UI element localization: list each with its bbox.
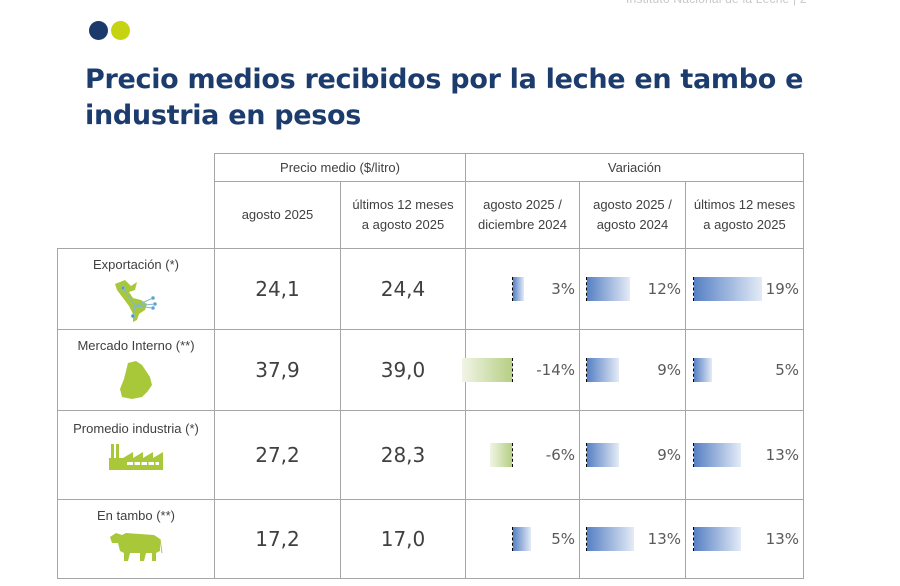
col-header-line: diciembre 2024 — [478, 217, 567, 232]
row-label: Promedio industria (*) — [73, 421, 199, 436]
col-header-line: agosto 2025 / — [483, 197, 562, 212]
row-label-cell: Mercado Interno (**) — [57, 329, 215, 411]
row-label-cell: En tambo (**) — [57, 499, 215, 579]
row-label: Exportación (*) — [93, 257, 179, 272]
variation-cell: 13% — [685, 410, 804, 500]
variation-percent: 13% — [765, 530, 799, 548]
variation-percent: -6% — [545, 446, 575, 464]
price-table: Precio medio ($/litro) Variación agosto … — [57, 153, 804, 579]
col-header-line: últimos 12 meses — [693, 197, 796, 212]
positive-data-bar — [693, 277, 763, 301]
positive-data-bar — [512, 277, 524, 301]
variation-cell: 3% — [465, 248, 580, 330]
group-header-variation: Variación — [465, 153, 804, 182]
variation-cell: 5% — [465, 499, 580, 579]
variation-percent: 13% — [647, 530, 681, 548]
variation-percent: 9% — [657, 446, 681, 464]
empty-corner-cell — [57, 153, 215, 249]
variation-percent: 9% — [657, 361, 681, 379]
variation-cell: 13% — [685, 499, 804, 579]
col-header-line: a agosto 2025 — [361, 217, 445, 232]
positive-data-bar — [512, 527, 531, 551]
col-header-var-12m: últimos 12 meses a agosto 2025 — [685, 181, 804, 249]
logo-dot-navy — [89, 21, 108, 40]
positive-data-bar — [586, 358, 620, 382]
factory-icon — [109, 444, 163, 470]
table-row: Promedio industria (*) 27,2 28,3 -6% 9% … — [57, 410, 804, 500]
price-aug2025: 17,2 — [214, 499, 341, 579]
col-header-price-12m: últimos 12 meses a agosto 2025 — [340, 181, 466, 249]
variation-cell: -14% — [461, 329, 580, 411]
price-12m: 17,0 — [340, 499, 466, 579]
positive-data-bar — [693, 527, 741, 551]
col-header-line: agosto 2025 / — [593, 197, 672, 212]
row-label: En tambo (**) — [96, 508, 176, 523]
table-row: En tambo (**) 17,2 17,0 5% 13% 13% — [57, 499, 804, 579]
price-aug2025: 37,9 — [214, 329, 341, 411]
variation-percent: 5% — [775, 361, 799, 379]
uruguay-map-icon — [120, 361, 152, 399]
positive-data-bar — [693, 443, 741, 467]
page-title: Precio medios recibidos por la leche en … — [85, 64, 804, 131]
logo-dot-lime — [111, 21, 130, 40]
negative-data-bar — [490, 443, 513, 467]
col-header-line: a agosto 2025 — [703, 217, 786, 232]
variation-cell: 12% — [579, 248, 686, 330]
col-header-line: últimos 12 meses — [352, 197, 454, 212]
variation-percent: 5% — [551, 530, 575, 548]
table-row: Mercado Interno (**) 37,9 39,0 -14% 9% 5… — [57, 329, 804, 411]
organization-header-text: Instituto Nacional de la Leche | 2 — [626, 0, 807, 6]
variation-percent: 19% — [765, 280, 799, 298]
negative-data-bar — [461, 358, 513, 382]
price-12m: 24,4 — [340, 248, 466, 330]
variation-percent: -14% — [536, 361, 575, 379]
price-aug2025: 27,2 — [214, 410, 341, 500]
variation-cell: 9% — [579, 410, 686, 500]
cow-icon — [110, 533, 163, 561]
variation-percent: 3% — [551, 280, 575, 298]
row-label-cell: Exportación (*) — [57, 248, 215, 330]
variation-cell: 9% — [579, 329, 686, 411]
variation-percent: 12% — [647, 280, 681, 298]
col-header-line: agosto 2024 — [596, 217, 669, 232]
col-header-var-aug-dec: agosto 2025 / diciembre 2024 — [465, 181, 580, 249]
latin-america-map-icon — [115, 280, 157, 322]
table-row: Exportación (*) 24,1 24,4 3% 12% 19% — [57, 248, 804, 330]
price-12m: 28,3 — [340, 410, 466, 500]
price-aug2025: 24,1 — [214, 248, 341, 330]
positive-data-bar — [586, 527, 634, 551]
col-header-var-aug-aug: agosto 2025 / agosto 2024 — [579, 181, 686, 249]
group-header-price: Precio medio ($/litro) — [214, 153, 466, 182]
variation-cell: -6% — [465, 410, 580, 500]
positive-data-bar — [586, 277, 631, 301]
positive-data-bar — [693, 358, 712, 382]
variation-cell: 5% — [685, 329, 804, 411]
price-12m: 39,0 — [340, 329, 466, 411]
positive-data-bar — [586, 443, 620, 467]
col-header-price-aug2025: agosto 2025 — [214, 181, 341, 249]
variation-percent: 13% — [765, 446, 799, 464]
variation-cell: 19% — [685, 248, 804, 330]
row-label-cell: Promedio industria (*) — [57, 410, 215, 500]
row-label: Mercado Interno (**) — [77, 338, 195, 353]
variation-cell: 13% — [579, 499, 686, 579]
